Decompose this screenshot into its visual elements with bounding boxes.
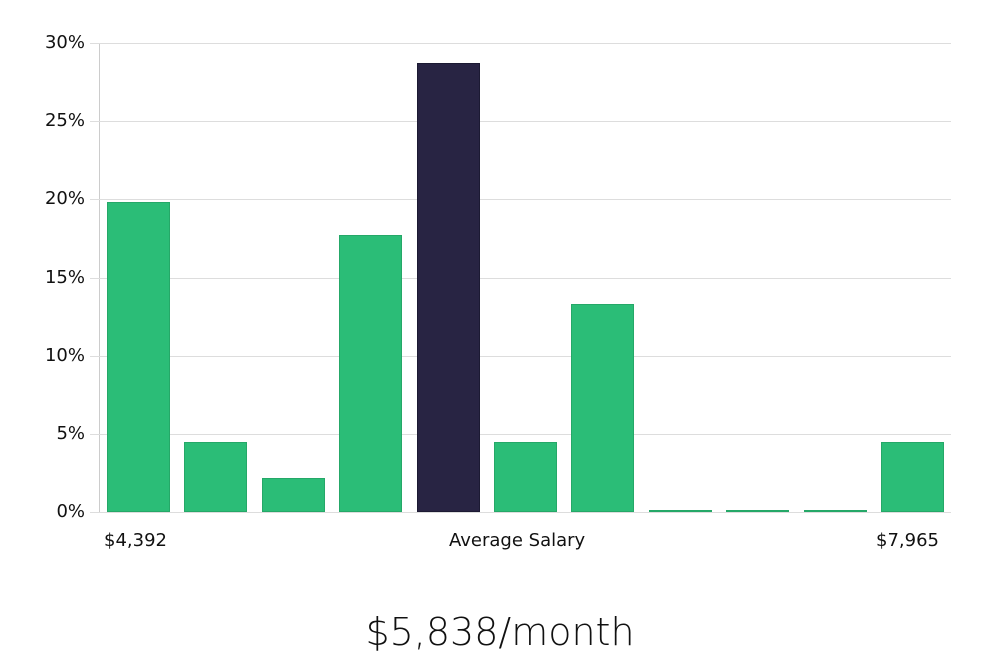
bar [339, 235, 403, 512]
bar [648, 510, 712, 512]
y-tick-label: 15% [44, 266, 85, 288]
y-tick-label: 25% [44, 110, 85, 132]
gridline [90, 121, 951, 123]
bar [494, 441, 557, 512]
x-label-max: $7,965 [876, 530, 939, 551]
bar [184, 441, 248, 512]
x-label-min: $4,392 [104, 530, 167, 551]
bar [726, 510, 790, 512]
y-tick-label: 30% [44, 32, 85, 53]
y-tick-label: 20% [44, 188, 85, 210]
average-salary-value: $5,838/month [365, 610, 635, 654]
bar [881, 441, 944, 512]
bar [107, 202, 170, 512]
bar [803, 510, 867, 512]
y-tick-label: 10% [44, 344, 85, 366]
bar [571, 304, 635, 512]
bar [261, 477, 325, 512]
gridline [90, 199, 951, 201]
gridline [90, 277, 951, 279]
y-tick-label: 5% [56, 422, 85, 444]
gridline [90, 433, 951, 435]
gridline [90, 355, 951, 357]
bar-average [416, 63, 480, 512]
chart-plot-area [90, 43, 951, 513]
x-label-center: Average Salary [449, 530, 586, 551]
y-tick-label: 0% [56, 501, 85, 522]
gridline [90, 43, 951, 44]
gridline [90, 512, 951, 513]
